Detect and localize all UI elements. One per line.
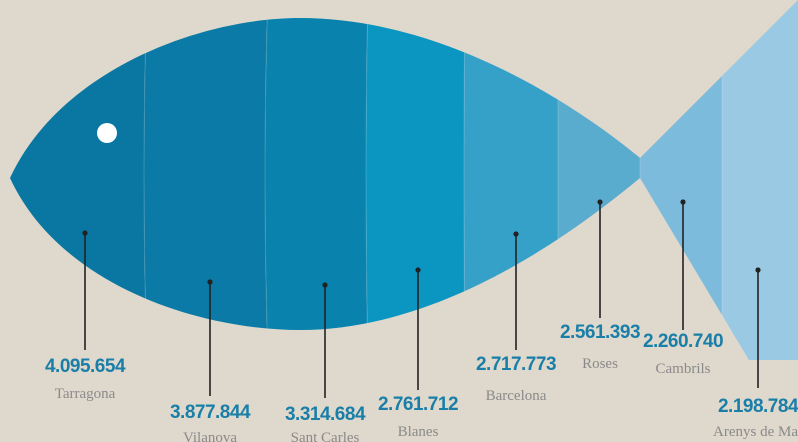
callout-dot: [82, 230, 88, 236]
fish-segment-8: [721, 0, 798, 360]
category-label: Tarragona: [55, 386, 116, 402]
callout-dot: [513, 231, 519, 237]
category-label: Barcelona: [486, 388, 547, 404]
callout-8: 2.198.784 Arenys de Mar: [713, 267, 798, 440]
fish-segment-6: [557, 0, 641, 360]
fish-eye: [97, 123, 117, 143]
callout-dot: [755, 267, 761, 273]
category-label: Vilanova: [183, 430, 237, 442]
callout-5: 2.717.773 Barcelona: [476, 231, 557, 404]
callout-6: 2.561.393 Roses: [560, 199, 641, 372]
fish-segment-2: [144, 0, 268, 360]
callout-1: 4.095.654 Tarragona: [45, 230, 126, 402]
fish-segment-5: [464, 0, 559, 360]
data-value-label: 3.314.684: [285, 404, 366, 425]
segment-divider: [365, 0, 369, 361]
data-value-label: 2.717.773: [476, 354, 556, 375]
callout-2: 3.877.844 Vilanova: [170, 279, 251, 442]
callout-7: 2.260.740 Cambrils: [643, 199, 724, 377]
category-label: Blanes: [398, 424, 439, 440]
callout-4: 2.761.712 Blanes: [378, 267, 459, 440]
data-value-label: 2.198.784: [718, 396, 798, 417]
data-value-label: 2.260.740: [643, 331, 723, 352]
callout-dot: [207, 279, 213, 285]
fish-segment-3: [265, 0, 368, 360]
segment-divider: [264, 0, 269, 361]
callout-dot: [415, 267, 421, 273]
callout-dot: [597, 199, 603, 205]
data-value-label: 3.877.844: [170, 402, 251, 423]
data-value-label: 2.561.393: [560, 322, 640, 343]
callouts: 4.095.654 Tarragona 3.877.844 Vilanova 3.314…: [45, 199, 798, 442]
category-label: Arenys de Mar: [713, 424, 798, 440]
fish-segment-1: [10, 0, 147, 360]
callout-3: 3.314.684 Sant Carles: [285, 282, 366, 442]
category-label: Roses: [582, 356, 618, 372]
callout-dot: [322, 282, 328, 288]
category-label: Cambrils: [656, 361, 711, 377]
fish-body: [10, 0, 798, 361]
data-value-label: 4.095.654: [45, 356, 126, 377]
data-value-label: 2.761.712: [378, 394, 458, 415]
category-label: Sant Carles: [291, 430, 360, 442]
fish-segment-7: [639, 0, 723, 360]
fish-segment-4: [366, 0, 465, 360]
callout-dot: [680, 199, 686, 205]
